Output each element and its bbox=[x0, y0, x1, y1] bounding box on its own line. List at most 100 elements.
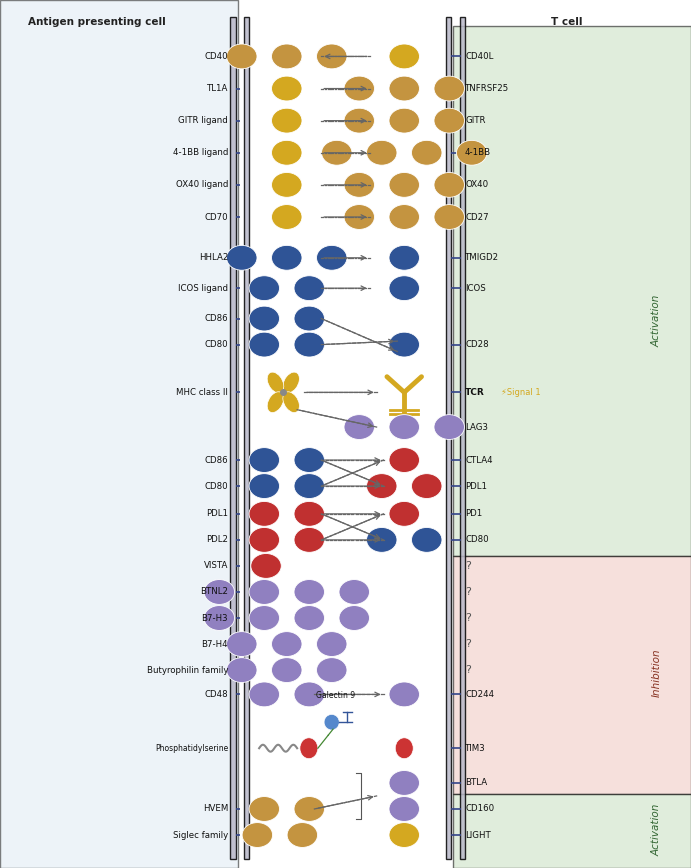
Text: ICOS ligand: ICOS ligand bbox=[178, 284, 228, 293]
FancyBboxPatch shape bbox=[453, 556, 691, 794]
Text: CD86: CD86 bbox=[205, 314, 228, 323]
Ellipse shape bbox=[227, 658, 257, 682]
Text: LIGHT: LIGHT bbox=[465, 831, 491, 839]
Ellipse shape bbox=[389, 205, 419, 229]
Text: 4-1BB ligand: 4-1BB ligand bbox=[173, 148, 228, 157]
Ellipse shape bbox=[267, 391, 284, 412]
Ellipse shape bbox=[294, 306, 325, 331]
Text: ?: ? bbox=[465, 613, 471, 623]
Text: ICOS: ICOS bbox=[465, 284, 486, 293]
Text: TCR: TCR bbox=[465, 388, 485, 397]
Text: B7-H3: B7-H3 bbox=[201, 614, 228, 622]
Ellipse shape bbox=[249, 474, 279, 498]
Ellipse shape bbox=[249, 528, 279, 552]
Text: GITR: GITR bbox=[465, 116, 486, 125]
Ellipse shape bbox=[389, 771, 419, 795]
Text: CD40: CD40 bbox=[205, 52, 228, 61]
Text: Inhibition: Inhibition bbox=[652, 648, 661, 697]
Text: MHC class II: MHC class II bbox=[176, 388, 228, 397]
Text: CD80: CD80 bbox=[205, 340, 228, 349]
Ellipse shape bbox=[339, 580, 370, 604]
Ellipse shape bbox=[287, 823, 318, 847]
Ellipse shape bbox=[389, 823, 419, 847]
Text: PD1: PD1 bbox=[465, 510, 482, 518]
Text: TMIGD2: TMIGD2 bbox=[465, 253, 499, 262]
Ellipse shape bbox=[272, 658, 302, 682]
Text: CTLA4: CTLA4 bbox=[465, 456, 493, 464]
FancyBboxPatch shape bbox=[244, 17, 249, 859]
Ellipse shape bbox=[411, 528, 442, 552]
Ellipse shape bbox=[389, 76, 419, 101]
Text: PDL1: PDL1 bbox=[465, 482, 487, 490]
Ellipse shape bbox=[344, 108, 375, 133]
Ellipse shape bbox=[272, 632, 302, 656]
Ellipse shape bbox=[272, 76, 302, 101]
Text: CD27: CD27 bbox=[465, 213, 489, 221]
FancyBboxPatch shape bbox=[453, 26, 691, 556]
Ellipse shape bbox=[389, 448, 419, 472]
Text: TNFRSF25: TNFRSF25 bbox=[465, 84, 509, 93]
Ellipse shape bbox=[316, 44, 347, 69]
Text: CD160: CD160 bbox=[465, 805, 494, 813]
Ellipse shape bbox=[434, 205, 464, 229]
Text: CD48: CD48 bbox=[205, 690, 228, 699]
Ellipse shape bbox=[389, 502, 419, 526]
Ellipse shape bbox=[339, 606, 370, 630]
Text: OX40 ligand: OX40 ligand bbox=[176, 181, 228, 189]
Ellipse shape bbox=[316, 658, 347, 682]
Text: BTNL2: BTNL2 bbox=[200, 588, 228, 596]
Ellipse shape bbox=[389, 415, 419, 439]
Ellipse shape bbox=[227, 632, 257, 656]
Ellipse shape bbox=[294, 474, 325, 498]
Text: ?: ? bbox=[465, 561, 471, 571]
Ellipse shape bbox=[389, 682, 419, 707]
Ellipse shape bbox=[389, 246, 419, 270]
Ellipse shape bbox=[272, 44, 302, 69]
Ellipse shape bbox=[344, 415, 375, 439]
Text: LAG3: LAG3 bbox=[465, 423, 488, 431]
Ellipse shape bbox=[227, 246, 257, 270]
Ellipse shape bbox=[294, 580, 325, 604]
Text: T cell: T cell bbox=[551, 16, 583, 27]
Ellipse shape bbox=[316, 632, 347, 656]
Ellipse shape bbox=[272, 108, 302, 133]
Text: CD86: CD86 bbox=[205, 456, 228, 464]
Text: ⚡Signal 1: ⚡Signal 1 bbox=[501, 388, 540, 397]
Ellipse shape bbox=[227, 44, 257, 69]
Ellipse shape bbox=[251, 554, 281, 578]
Ellipse shape bbox=[249, 332, 279, 357]
Text: ?: ? bbox=[465, 587, 471, 597]
Ellipse shape bbox=[204, 606, 234, 630]
Text: PDL1: PDL1 bbox=[206, 510, 228, 518]
Ellipse shape bbox=[204, 580, 234, 604]
Ellipse shape bbox=[249, 448, 279, 472]
Text: HVEM: HVEM bbox=[202, 805, 228, 813]
FancyBboxPatch shape bbox=[230, 17, 236, 859]
Ellipse shape bbox=[389, 44, 419, 69]
Text: Siglec family: Siglec family bbox=[173, 831, 228, 839]
Ellipse shape bbox=[389, 108, 419, 133]
Ellipse shape bbox=[434, 108, 464, 133]
Ellipse shape bbox=[294, 682, 325, 707]
Ellipse shape bbox=[249, 502, 279, 526]
Ellipse shape bbox=[389, 797, 419, 821]
Ellipse shape bbox=[249, 580, 279, 604]
Ellipse shape bbox=[389, 173, 419, 197]
Ellipse shape bbox=[316, 246, 347, 270]
Text: CD80: CD80 bbox=[465, 536, 489, 544]
Text: CD80: CD80 bbox=[205, 482, 228, 490]
Ellipse shape bbox=[249, 306, 279, 331]
Ellipse shape bbox=[249, 797, 279, 821]
Text: PDL2: PDL2 bbox=[206, 536, 228, 544]
Ellipse shape bbox=[366, 528, 397, 552]
FancyBboxPatch shape bbox=[460, 17, 465, 859]
Text: TL1A: TL1A bbox=[207, 84, 228, 93]
Ellipse shape bbox=[294, 332, 325, 357]
Ellipse shape bbox=[294, 502, 325, 526]
Ellipse shape bbox=[283, 372, 299, 393]
Ellipse shape bbox=[249, 276, 279, 300]
Ellipse shape bbox=[411, 474, 442, 498]
Ellipse shape bbox=[272, 141, 302, 165]
Text: B7-H4: B7-H4 bbox=[201, 640, 228, 648]
Text: CD70: CD70 bbox=[205, 213, 228, 221]
